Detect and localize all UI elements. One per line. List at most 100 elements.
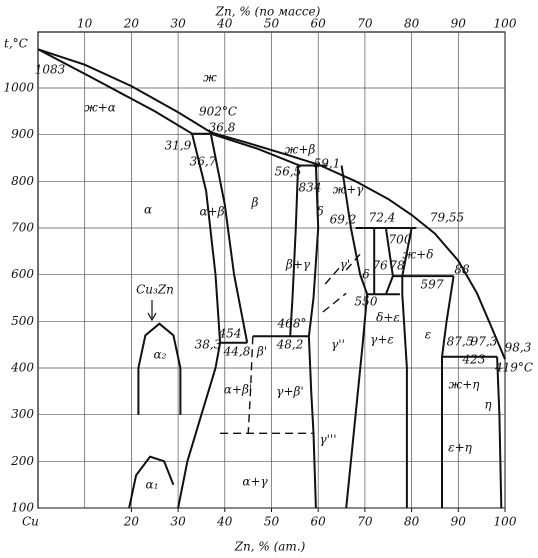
phase-boundary [37, 48, 506, 360]
y-tick-label: 600 [11, 267, 34, 281]
y-tick-label: 400 [10, 361, 34, 375]
annotation: 834 [299, 181, 322, 195]
annotation: α₁ [146, 478, 159, 492]
annotation: 1083 [35, 63, 66, 77]
x-tick-label: 40 [216, 515, 233, 529]
annotation: α+γ [242, 475, 268, 489]
phase-boundary [177, 342, 222, 509]
phase-boundary [307, 336, 317, 509]
annotation: 78 [389, 259, 405, 273]
annotation: ж [203, 71, 217, 85]
annotation: ж+α [84, 101, 116, 115]
annotation: 97,3 [471, 335, 498, 349]
annotation: 79,55 [430, 211, 464, 225]
top-tick-label: 60 [311, 17, 327, 31]
phase-boundary [307, 165, 320, 337]
top-tick-label: 70 [357, 17, 373, 31]
annotation: 597 [421, 278, 444, 292]
arrow-head [147, 312, 157, 322]
annotation: η [484, 398, 492, 412]
phase-boundary [209, 133, 249, 343]
annotation: 48,2 [276, 338, 304, 352]
top-tick-label: 10 [77, 17, 93, 31]
annotation: 88 [454, 263, 470, 277]
annotation: Cu₃Zn [136, 283, 174, 297]
y-tick-label: 200 [10, 454, 34, 468]
x-tick-label: 50 [264, 515, 280, 529]
phase-boundary [322, 292, 347, 313]
annotation: 902°С [199, 105, 237, 119]
annotation: 98,3 [505, 341, 532, 355]
y-tick-label: 800 [11, 174, 34, 188]
annotation: α+β [199, 205, 224, 219]
origin-label: Cu [22, 515, 39, 529]
x-tick-label: 80 [404, 515, 420, 529]
phase-boundary [210, 132, 300, 167]
annotation: 700 [389, 233, 412, 247]
annotation: 31,9 [165, 139, 192, 153]
annotation: β [251, 196, 259, 210]
annotation: ж+δ [403, 248, 434, 262]
x-tick-label: 90 [451, 515, 467, 529]
phase-boundary [401, 227, 413, 508]
top-tick-label: 40 [216, 17, 233, 31]
x-axis-label: Zn, % (ат.) [234, 540, 306, 554]
x-tick-label: 60 [311, 515, 327, 529]
x-tick-label: 30 [170, 515, 186, 529]
phase-boundary [247, 336, 254, 434]
x-tick-label: 20 [123, 515, 140, 529]
top-tick-label: 50 [264, 17, 280, 31]
y-axis-label: t,°C [4, 37, 28, 51]
annotation: α [144, 203, 152, 217]
y-tick-label: 500 [11, 314, 34, 328]
annotation: ж+γ [333, 183, 365, 197]
annotation: β' [256, 345, 267, 359]
annotation: 419°С [494, 361, 533, 375]
phase-boundary [128, 455, 175, 509]
annotation: 36,7 [190, 155, 217, 169]
annotation: ж+β [285, 143, 316, 157]
annotation: 423 [462, 353, 486, 367]
annotation: α+β' [224, 383, 252, 397]
y-tick-label: 1000 [3, 81, 34, 95]
annotation: 56,5 [275, 165, 302, 179]
annotation: γ+β' [276, 385, 303, 399]
annotation: β+γ [285, 258, 311, 272]
annotation: γ'' [331, 338, 345, 352]
annotation: 72,4 [369, 211, 396, 225]
annotation: ε [425, 328, 431, 342]
annotation: 59,1 [314, 157, 341, 171]
top-tick-label: 80 [404, 17, 420, 31]
annotation: 69,2 [330, 213, 357, 227]
annotation: δ [316, 205, 323, 219]
annotation: 550 [355, 295, 378, 309]
y-tick-label: 100 [11, 501, 34, 515]
annotation: 44,8 [223, 345, 251, 359]
annotation: 36,8 [209, 121, 236, 135]
top-tick-label: 90 [451, 17, 467, 31]
annotation: δ+ε [376, 311, 400, 325]
annotation: 76 [372, 259, 388, 273]
y-tick-label: 900 [11, 127, 34, 141]
phase-boundary [496, 356, 503, 509]
annotation: ε+η [448, 441, 472, 455]
phase-boundary [345, 250, 364, 271]
annotation: ж+η [449, 378, 481, 392]
phase-boundary [441, 275, 455, 508]
y-tick-label: 700 [11, 221, 34, 235]
top-tick-label: 20 [123, 17, 140, 31]
top-tick-label: 100 [494, 17, 517, 31]
phase-boundary [324, 264, 343, 285]
annotation: 87,5 [447, 335, 474, 349]
annotation: 38,3 [195, 338, 222, 352]
phase-boundary [340, 165, 369, 295]
top-tick-label: 30 [170, 17, 186, 31]
annotation: 454 [218, 327, 242, 341]
x-tick-label: 70 [357, 515, 373, 529]
phase-boundary [289, 165, 300, 337]
annotation: 468° [277, 317, 307, 331]
phase-boundary [191, 133, 222, 343]
annotation: α₂ [154, 348, 167, 362]
annotation: δ [362, 268, 369, 282]
